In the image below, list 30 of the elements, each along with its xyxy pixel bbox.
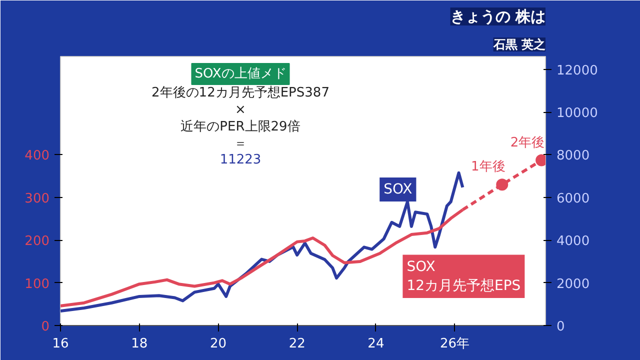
y-tick-label: 400 <box>24 148 50 164</box>
x-tick-label: 26年 <box>440 336 470 352</box>
annotation: 近年のPER上限29倍 <box>180 120 300 134</box>
y2-tick-label: 4000 <box>556 234 590 250</box>
x-tick-label: 20 <box>210 336 226 352</box>
annotation: × <box>235 102 246 118</box>
annotation: SOXの上値メド <box>194 66 286 82</box>
x-tick-label: 22 <box>288 336 306 352</box>
series-label: SOX 12カ月先予想EPS <box>406 258 521 294</box>
x-tick-label: 24 <box>368 336 384 352</box>
y2-tick-label: 6000 <box>556 191 590 206</box>
annotation: ＝ <box>234 136 247 152</box>
series-label: SOX <box>384 181 413 198</box>
y-tick-label: 300 <box>24 191 50 206</box>
annotation: 2年後 <box>510 135 545 150</box>
y2-tick-label: 2000 <box>556 276 590 292</box>
y2-tick-label: 10000 <box>556 106 598 122</box>
y2-tick-label: 0 <box>556 320 565 334</box>
y-tick-label: 0 <box>41 320 50 334</box>
chart-title: きょうの 株は <box>450 8 546 26</box>
x-tick-label: 18 <box>131 336 148 352</box>
annotation: 2年後の12カ月先予想EPS387 <box>152 86 330 100</box>
chart-subtitle: 石黒 英之 <box>492 38 546 52</box>
y-tick-label: 100 <box>24 276 50 292</box>
y-tick-label: 200 <box>24 234 50 250</box>
y2-tick-label: 12000 <box>556 63 598 78</box>
y2-tick-label: 8000 <box>556 148 590 164</box>
annotation: 11223 <box>220 152 262 168</box>
x-tick-label: 16 <box>52 336 69 352</box>
annotation: 1年後 <box>470 160 506 175</box>
